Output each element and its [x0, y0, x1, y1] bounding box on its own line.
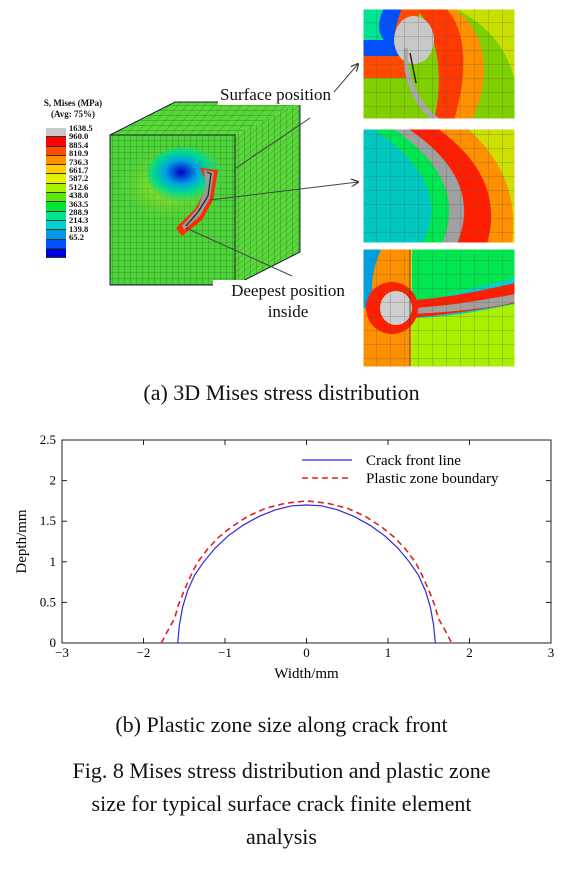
- leader-deepest: [185, 227, 293, 277]
- legend-value: 65.2: [69, 232, 85, 243]
- y-tick-label: 1: [50, 554, 57, 569]
- x-tick-label: 2: [466, 645, 473, 660]
- y-tick-label: 2.5: [40, 432, 56, 447]
- arrow-middle: [209, 182, 358, 201]
- figure-caption: Fig. 8 Mises stress distribution and pla…: [0, 754, 563, 853]
- chart-legend: Crack front line Plastic zone boundary: [302, 453, 499, 487]
- legend-swatch: [46, 146, 66, 156]
- legend-swatch: [46, 174, 66, 184]
- legend-swatch: [46, 165, 66, 175]
- legend-colorbar: [46, 128, 66, 259]
- callout-deepest-line2: inside: [267, 302, 309, 321]
- chart-axes: −3 −2 −1 0 1 2 3 0 0.5 1 1.5 2 2.5: [40, 432, 555, 660]
- figure-a-3d-mises: S, Mises (MPa) (Avg: 75%) 1638.5 960.0 885…: [0, 0, 563, 372]
- leader-surface: [235, 117, 311, 169]
- legend-swatch: [46, 248, 66, 259]
- plastic-zone-chart: −3 −2 −1 0 1 2 3 0 0.5 1 1.5 2 2.5 Crack front line P…: [14, 432, 555, 682]
- legend-value: 288.9: [69, 207, 89, 218]
- legend-swatch: [46, 220, 66, 231]
- callout-deepest: Deepest position inside: [213, 280, 363, 322]
- legend-value: 1638.5: [69, 123, 93, 133]
- legend-title-line1: S, Mises (MPa): [43, 98, 103, 108]
- leader-lines: [185, 0, 563, 372]
- legend-swatch: [46, 137, 66, 147]
- x-tick-label: 3: [548, 645, 555, 660]
- detail-panel-deepest: [362, 248, 516, 368]
- legend-swatch: [46, 155, 66, 166]
- figure-caption-line2: size for typical surface crack finite el…: [91, 791, 472, 816]
- legend-value: 661.7: [69, 165, 89, 176]
- legend-label: Crack front line: [366, 453, 461, 469]
- x-tick-label: −2: [137, 645, 151, 660]
- legend-value: 363.5: [69, 198, 89, 209]
- legend-value: 885.4: [69, 139, 89, 150]
- legend-swatch: [46, 230, 66, 240]
- legend-title-line2: (Avg: 75%): [50, 109, 96, 119]
- detail-panels: [362, 8, 516, 368]
- crack-front: [182, 170, 214, 230]
- legend-value: 736.3: [69, 156, 89, 167]
- legend-swatch: [46, 202, 66, 212]
- legend-value: 438.0: [69, 190, 89, 201]
- legend-value: 587.2: [69, 173, 89, 184]
- legend-value: 214.3: [69, 215, 89, 226]
- y-tick-label: 1.5: [40, 513, 56, 528]
- legend-swatch: [46, 193, 66, 203]
- x-tick-label: 1: [385, 645, 392, 660]
- callout-deepest-line1: Deepest position: [231, 281, 345, 300]
- x-tick-label: −1: [218, 645, 232, 660]
- x-tick-label: −3: [55, 645, 69, 660]
- callout-surface: Surface position: [218, 84, 333, 105]
- legend-value: 960.0: [69, 131, 89, 142]
- series-line-plastic-zone: [160, 500, 453, 644]
- legend-label: Plastic zone boundary: [366, 471, 499, 487]
- legend-title: S, Mises (MPa) (Avg: 75%): [28, 98, 118, 120]
- legend-value: 512.6: [69, 181, 89, 192]
- legend-value: 139.8: [69, 223, 89, 234]
- detail-panel-surface: [362, 8, 516, 120]
- chart-ylabel: Depth/mm: [14, 509, 30, 573]
- chart-xlabel: Width/mm: [274, 666, 339, 682]
- y-tick-label: 0: [50, 635, 57, 650]
- detail-panel-middle: [362, 128, 516, 244]
- caption-b: (b) Plastic zone size along crack front: [115, 712, 448, 737]
- y-tick-label: 0.5: [40, 594, 56, 609]
- series-line-crack-front: [177, 504, 436, 644]
- y-tick-label: 2: [50, 473, 57, 488]
- chart-series: [160, 500, 453, 644]
- arrow-surface: [333, 64, 358, 93]
- legend-swatch: [46, 128, 66, 138]
- figure-caption-line1: Fig. 8 Mises stress distribution and pla…: [72, 758, 491, 783]
- legend-swatch: [46, 183, 66, 194]
- x-tick-label: 0: [303, 645, 310, 660]
- figure-caption-line3: analysis: [246, 824, 317, 849]
- legend-value: 810.9: [69, 148, 89, 159]
- legend-values: 1638.5 960.0 885.4 810.9 736.3 661.7 587.2 512.…: [69, 123, 119, 243]
- legend-swatch: [46, 211, 66, 221]
- legend-swatch: [46, 239, 66, 249]
- caption-a: (a) 3D Mises stress distribution: [143, 380, 420, 405]
